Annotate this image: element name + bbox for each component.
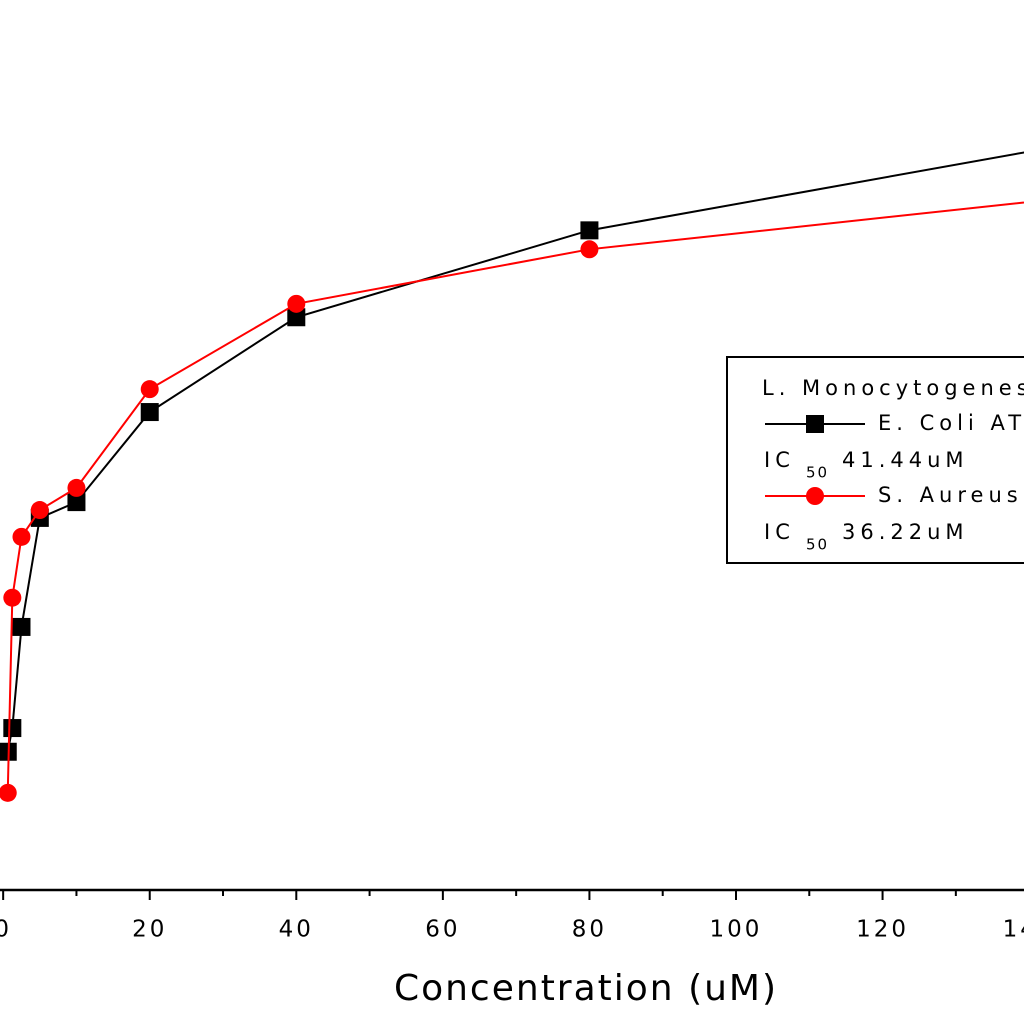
marker bbox=[287, 308, 306, 327]
marker bbox=[30, 501, 49, 520]
marker bbox=[3, 719, 22, 738]
marker bbox=[580, 221, 599, 240]
x-tick-label: 140 bbox=[1003, 917, 1024, 943]
marker bbox=[12, 527, 31, 546]
marker bbox=[140, 380, 159, 399]
x-tick-label: 0 bbox=[0, 917, 12, 943]
note-sub: 50 bbox=[806, 464, 829, 482]
legend-title: L. Monocytogenes bbox=[762, 376, 1024, 400]
x-axis-label: Concentration (uM) bbox=[394, 968, 778, 1009]
x-tick-label: 100 bbox=[710, 917, 763, 943]
note-text: 41.44uM bbox=[842, 448, 969, 472]
marker bbox=[67, 478, 86, 497]
marker bbox=[12, 617, 31, 636]
x-tick-label: 80 bbox=[572, 917, 607, 943]
legend-label: S. Aureus bbox=[878, 483, 1023, 507]
marker bbox=[580, 240, 599, 259]
note-text: 36.22uM bbox=[842, 520, 969, 544]
note-prefix: IC bbox=[764, 520, 795, 544]
legend: L. Monocytogenes E. Coli ATCC S. Aureus IC 5… bbox=[726, 356, 1024, 564]
x-tick-label: 20 bbox=[132, 917, 167, 943]
marker bbox=[67, 493, 86, 512]
note-prefix: IC bbox=[764, 448, 795, 472]
legend-marker bbox=[806, 487, 824, 505]
legend-label: E. Coli ATCC bbox=[878, 411, 1024, 435]
marker bbox=[140, 403, 159, 422]
x-tick-label: 120 bbox=[856, 917, 909, 943]
x-tick-label: 60 bbox=[425, 917, 460, 943]
x-tick-label: 40 bbox=[279, 917, 314, 943]
legend-marker bbox=[806, 415, 824, 433]
legend-box bbox=[726, 356, 1024, 564]
marker bbox=[3, 588, 22, 607]
marker bbox=[287, 294, 306, 313]
marker bbox=[0, 783, 17, 802]
note-sub: 50 bbox=[806, 536, 829, 554]
